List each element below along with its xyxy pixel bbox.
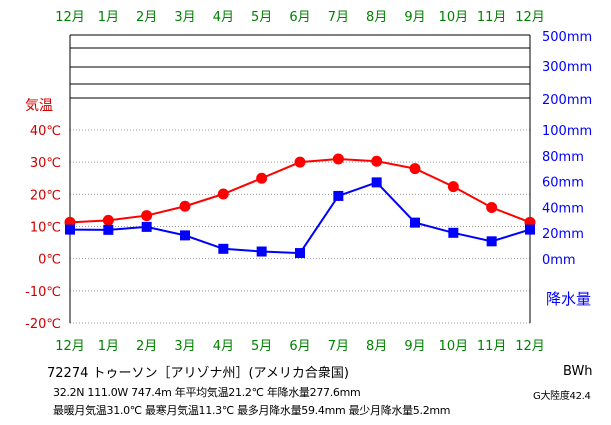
month-label-bottom: 12月 — [55, 339, 85, 354]
precip-point — [65, 224, 75, 235]
precip-tick-label: 100mm — [542, 124, 592, 139]
month-label-bottom: 2月 — [136, 339, 157, 354]
station-summary-line-1: 32.2N 111.0W 747.4m 年平均気温21.2℃ 年降水量277.6… — [53, 386, 361, 399]
precip-line — [69, 181, 531, 255]
precip-tick-label: 60mm — [542, 176, 584, 191]
month-label-top: 6月 — [289, 10, 310, 25]
month-label-top: 9月 — [404, 10, 425, 25]
precip-point — [295, 248, 305, 259]
temp-tick-label: 0℃ — [38, 253, 61, 268]
month-label-bottom: 7月 — [328, 339, 349, 354]
precip-point — [525, 224, 535, 235]
precip-point — [410, 217, 420, 228]
month-label-top: 8月 — [366, 10, 387, 25]
month-label-top: 4月 — [213, 10, 234, 25]
temp-point — [447, 181, 459, 193]
month-label-top: 5月 — [251, 10, 272, 25]
precip-point — [141, 221, 152, 232]
continentality-index: G大陸度42.4 — [533, 391, 591, 402]
month-label-bottom: 9月 — [404, 339, 425, 354]
month-label-bottom: 6月 — [289, 339, 310, 354]
temp-tick-label: 40℃ — [30, 124, 61, 139]
temp-point — [256, 172, 268, 184]
month-label-top: 3月 — [174, 10, 195, 25]
month-label-top: 12月 — [515, 10, 545, 25]
precip-point — [448, 227, 459, 238]
month-label-top: 11月 — [477, 10, 507, 25]
month-label-top: 10月 — [439, 10, 469, 25]
month-label-top: 1月 — [98, 10, 119, 25]
month-label-top: 2月 — [136, 10, 157, 25]
temp-line — [69, 157, 531, 224]
month-label-bottom: 11月 — [477, 339, 507, 354]
temp-point — [141, 210, 153, 222]
temp-tick-label: -20℃ — [25, 317, 61, 332]
precip-point — [486, 236, 497, 247]
month-label-bottom: 5月 — [251, 339, 272, 354]
station-name: 72274 トゥーソン［アリゾナ州］(アメリカ合衆国) — [47, 366, 349, 381]
month-label-top: 12月 — [55, 10, 85, 25]
temp-point — [102, 214, 114, 226]
temp-tick-label: 20℃ — [30, 188, 61, 203]
precip-tick-label: 40mm — [542, 201, 584, 216]
month-label-bottom: 8月 — [366, 339, 387, 354]
temp-point — [217, 188, 229, 200]
precip-tick-label: 80mm — [542, 150, 584, 165]
temp-tick-label: 30℃ — [30, 156, 61, 171]
month-label-bottom: 12月 — [515, 339, 545, 354]
temp-point — [294, 156, 306, 168]
precip-tick-label: 300mm — [542, 60, 592, 75]
month-label-bottom: 1月 — [98, 339, 119, 354]
precip-tick-label: 20mm — [542, 227, 584, 242]
temp-point — [332, 153, 344, 165]
temp-point — [371, 155, 383, 167]
precip-point — [103, 224, 114, 235]
precip-point — [333, 190, 344, 201]
precip-point — [371, 177, 382, 188]
precip-tick-label: 200mm — [542, 93, 592, 108]
month-label-bottom: 10月 — [439, 339, 469, 354]
temp-axis-title: 気温 — [25, 98, 53, 114]
precip-point — [180, 230, 190, 241]
koppen-classification: BWh — [563, 364, 593, 379]
precip-axis-title: 降水量 — [546, 290, 591, 308]
temp-point — [486, 202, 498, 214]
month-label-top: 7月 — [328, 10, 349, 25]
temp-point — [179, 200, 191, 212]
precip-tick-label: 500mm — [542, 30, 592, 45]
precip-point — [218, 243, 229, 254]
precip-tick-label: 0mm — [542, 253, 576, 268]
precip-point — [256, 246, 267, 257]
month-label-bottom: 4月 — [213, 339, 234, 354]
temp-tick-label: -10℃ — [25, 285, 61, 300]
temp-point — [409, 163, 421, 175]
station-summary-line-2: 最暖月気温31.0℃ 最寒月気温11.3℃ 最多月降水量59.4mm 最少月降水… — [53, 404, 451, 417]
month-label-bottom: 3月 — [174, 339, 195, 354]
temp-tick-label: 10℃ — [30, 221, 61, 236]
